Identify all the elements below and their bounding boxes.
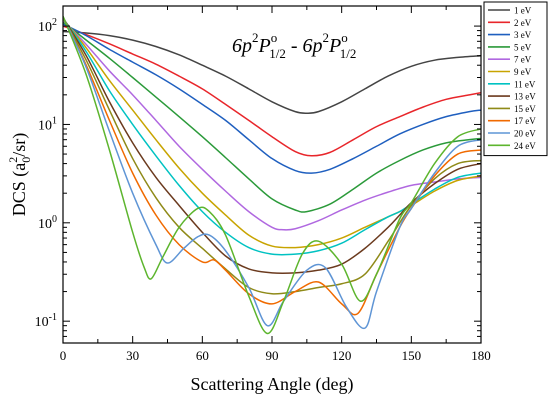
- legend-label: 13 eV: [514, 92, 536, 102]
- series-line-2: [63, 25, 481, 157]
- y-tick-label: 102: [38, 17, 57, 35]
- y-tick-label: 100: [38, 214, 57, 232]
- legend-label: 24 eV: [514, 141, 536, 151]
- legend-label: 11 eV: [514, 79, 536, 89]
- x-tick-label: 30: [126, 348, 139, 363]
- legend-label: 1 eV: [514, 6, 532, 16]
- legend-label: 3 eV: [514, 30, 532, 40]
- series-line-3: [63, 23, 481, 174]
- legend-box: [483, 1, 548, 157]
- x-tick-label: 90: [266, 348, 279, 363]
- legend-label: 9 eV: [514, 67, 532, 77]
- legend-label: 7 eV: [514, 55, 532, 65]
- series-line-9: [63, 16, 481, 295]
- legend-label: 2 eV: [514, 18, 532, 28]
- x-tick-label: 60: [196, 348, 209, 363]
- legend-label: 15 eV: [514, 104, 536, 114]
- legend-label: 17 eV: [514, 116, 536, 126]
- axes: 0 30 60 90 120 150 180 10-1 100 101 102: [35, 5, 491, 363]
- y-tick-label: 10-1: [35, 312, 57, 330]
- y-axis-label: DCS (a02/sr): [6, 133, 33, 217]
- x-tick-label: 180: [471, 348, 491, 363]
- x-tick-label: 120: [332, 348, 352, 363]
- legend-label: 20 eV: [514, 129, 536, 139]
- series-line-1: [63, 30, 481, 114]
- legend: 1 eV 2 eV 3 eV 5 eV 7 eV 9 eV 11 eV 13 eV 15 eV 1…: [483, 1, 548, 157]
- chart-text: Scattering Angle (deg) DCS (a02/sr) 6p2Po 1…: [6, 30, 356, 395]
- series-line-5: [63, 19, 481, 231]
- x-tick-label: 0: [60, 348, 67, 363]
- series-line-11: [63, 16, 481, 330]
- series-line-4: [63, 21, 481, 213]
- legend-label: 5 eV: [514, 42, 532, 52]
- y-tick-label: 101: [38, 115, 57, 133]
- x-axis-label: Scattering Angle (deg): [191, 374, 354, 395]
- series-lines: [63, 15, 481, 335]
- x-tick-label: 150: [402, 348, 422, 363]
- chart-title: 6p2Po 1/2 - 6p2Po 1/2: [232, 30, 356, 61]
- series-line-12: [63, 15, 481, 335]
